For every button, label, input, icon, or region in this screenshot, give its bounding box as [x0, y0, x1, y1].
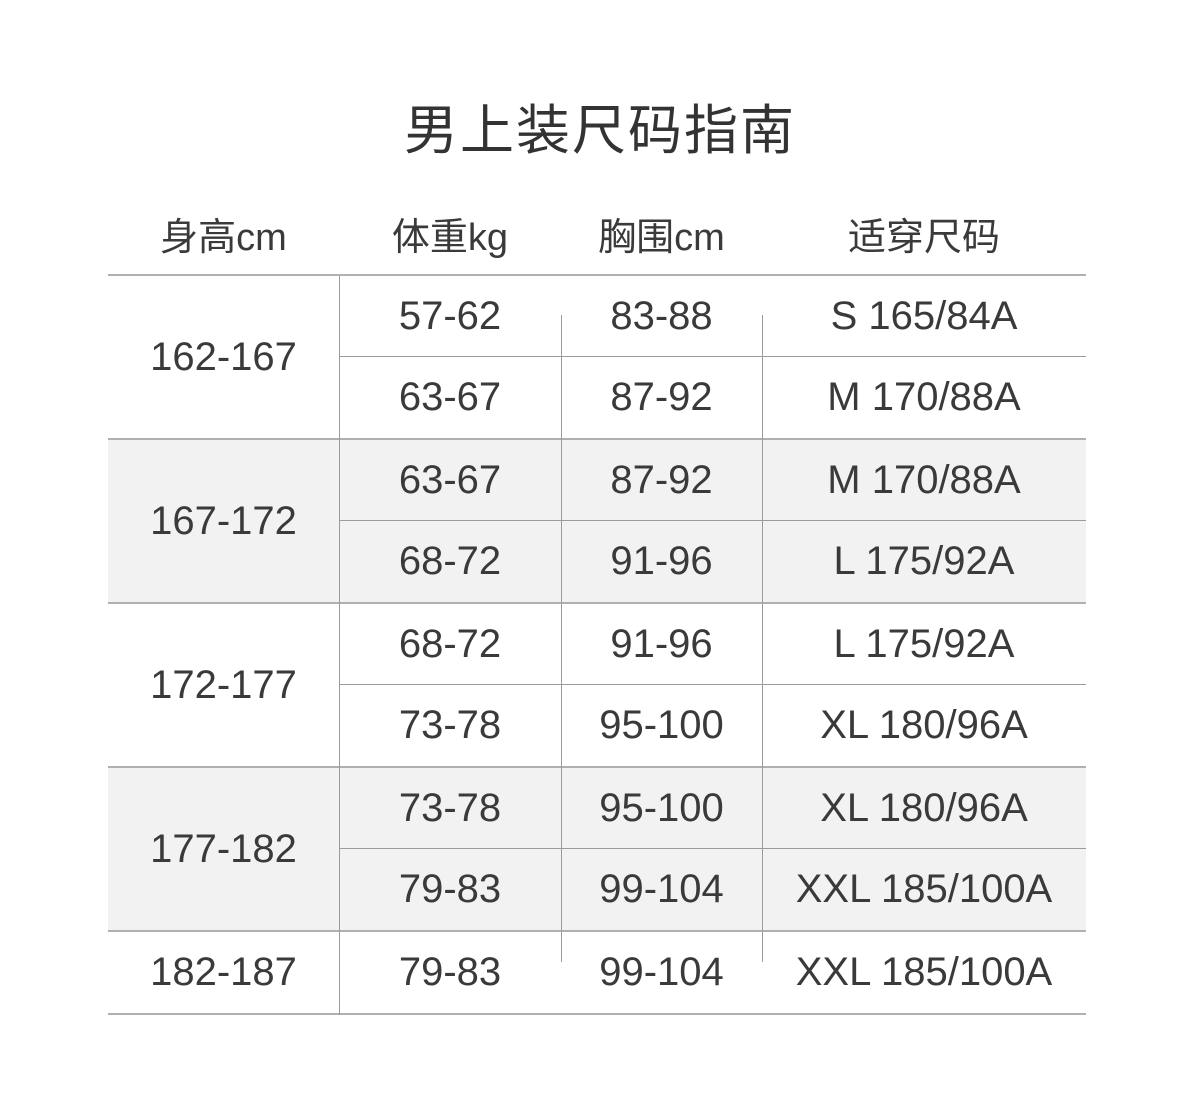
table-row: 63-67 87-92 M 170/88A	[339, 357, 1086, 438]
weight-cell: 79-83	[398, 950, 502, 994]
table-group: 172-177 68-72 91-96 L 175/92A 73-78 95-100 XL …	[108, 604, 1086, 768]
height-cell: 177-182	[150, 826, 297, 871]
column-header-size: 适穿尺码	[847, 216, 1000, 259]
weight-cell: 63-67	[398, 375, 502, 419]
chest-cell: 99-104	[599, 950, 724, 994]
chest-cell: 87-92	[610, 375, 713, 419]
size-table-groups: 162-167 57-62 83-88 S 165/84A 63-67 87-92 M 17…	[108, 276, 1086, 1015]
group-rows: 68-72 91-96 L 175/92A 73-78 95-100 XL 180/96A	[339, 604, 1086, 766]
weight-cell: 73-78	[398, 785, 502, 830]
table-group: 182-187 79-83 99-104 XXL 185/100A	[108, 932, 1086, 1015]
size-cell: M 170/88A	[827, 457, 1021, 502]
chest-cell: 83-88	[610, 293, 713, 338]
weight-cell: 79-83	[398, 867, 502, 911]
weight-cell: 57-62	[398, 293, 502, 338]
chest-cell: 99-104	[599, 867, 724, 911]
table-row: 68-72 91-96 L 175/92A	[339, 521, 1086, 602]
chest-cell: 95-100	[599, 785, 724, 830]
size-cell: L 175/92A	[833, 621, 1015, 666]
height-cell: 172-177	[150, 662, 297, 707]
chest-cell: 91-96	[610, 539, 713, 583]
page-title: 男上装尺码指南	[404, 101, 796, 161]
table-group: 167-172 63-67 87-92 M 170/88A 68-72 91-96 L 17…	[108, 440, 1086, 604]
weight-cell: 68-72	[398, 539, 502, 583]
size-cell: XL 180/96A	[820, 703, 1028, 747]
size-cell: XXL 185/100A	[795, 950, 1053, 994]
column-divider-weight	[561, 315, 562, 962]
column-header-height: 身高cm	[160, 216, 287, 259]
weight-cell: 73-78	[398, 703, 502, 747]
column-header-weight: 体重kg	[391, 216, 509, 259]
table-row: 63-67 87-92 M 170/88A	[339, 440, 1086, 521]
group-rows: 79-83 99-104 XXL 185/100A	[339, 932, 1086, 1013]
size-cell: M 170/88A	[827, 375, 1021, 419]
table-row: 73-78 95-100 XL 180/96A	[339, 768, 1086, 849]
height-cell: 182-187	[150, 950, 297, 994]
size-table: 162-167 57-62 83-88 S 165/84A 63-67 87-92 M 17…	[108, 274, 1086, 1015]
weight-cell: 63-67	[398, 457, 502, 502]
column-divider-chest	[762, 315, 763, 962]
height-cell: 162-167	[150, 334, 297, 379]
table-group: 177-182 73-78 95-100 XL 180/96A 79-83 99-104 X…	[108, 768, 1086, 932]
chest-cell: 91-96	[610, 621, 713, 666]
table-row: 79-83 99-104 XXL 185/100A	[339, 849, 1086, 930]
table-group: 162-167 57-62 83-88 S 165/84A 63-67 87-92 M 17…	[108, 276, 1086, 440]
column-header-chest: 胸围cm	[598, 216, 725, 259]
group-rows: 73-78 95-100 XL 180/96A 79-83 99-104 XXL 185/…	[339, 768, 1086, 930]
table-header-row: 身高cm 体重kg 胸围cm 适穿尺码	[108, 192, 1086, 274]
chest-cell: 87-92	[610, 457, 713, 502]
table-row: 73-78 95-100 XL 180/96A	[339, 685, 1086, 766]
height-cell: 167-172	[150, 498, 297, 543]
size-cell: XL 180/96A	[820, 785, 1028, 830]
weight-cell: 68-72	[398, 621, 502, 666]
group-rows: 57-62 83-88 S 165/84A 63-67 87-92 M 170/88A	[339, 276, 1086, 438]
size-cell: S 165/84A	[830, 293, 1018, 338]
size-cell: XXL 185/100A	[795, 867, 1053, 911]
group-rows: 63-67 87-92 M 170/88A 68-72 91-96 L 175/92A	[339, 440, 1086, 602]
table-row: 79-83 99-104 XXL 185/100A	[339, 932, 1086, 1013]
chest-cell: 95-100	[599, 703, 724, 747]
size-cell: L 175/92A	[833, 539, 1015, 583]
column-divider-height	[339, 276, 340, 1015]
table-row: 68-72 91-96 L 175/92A	[339, 604, 1086, 685]
table-row: 57-62 83-88 S 165/84A	[339, 276, 1086, 357]
